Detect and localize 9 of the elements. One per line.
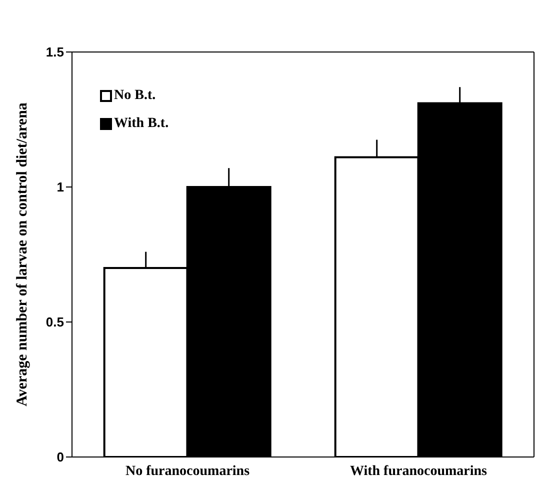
y-tick-label: 1.5 [46,44,64,60]
y-tick-label: 0.5 [46,314,64,330]
x-tick-label: No furanocoumarins [125,464,250,479]
y-tick-label: 1 [56,180,64,195]
legend-label: With B.t. [114,116,169,132]
y-tick-label: 0 [56,450,64,465]
x-tick-label: With furanocoumarins [350,464,488,479]
y-axis-title: Average number of larvae on control diet/arena [14,102,30,406]
legend-label: No B.t. [114,88,156,104]
